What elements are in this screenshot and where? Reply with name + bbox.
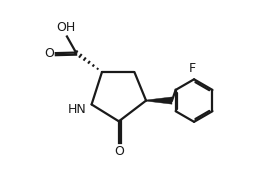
Text: O: O xyxy=(44,47,54,60)
Text: OH: OH xyxy=(56,21,75,34)
Text: HN: HN xyxy=(68,103,87,116)
Text: O: O xyxy=(114,146,124,158)
Text: F: F xyxy=(189,62,196,75)
Polygon shape xyxy=(146,97,172,104)
